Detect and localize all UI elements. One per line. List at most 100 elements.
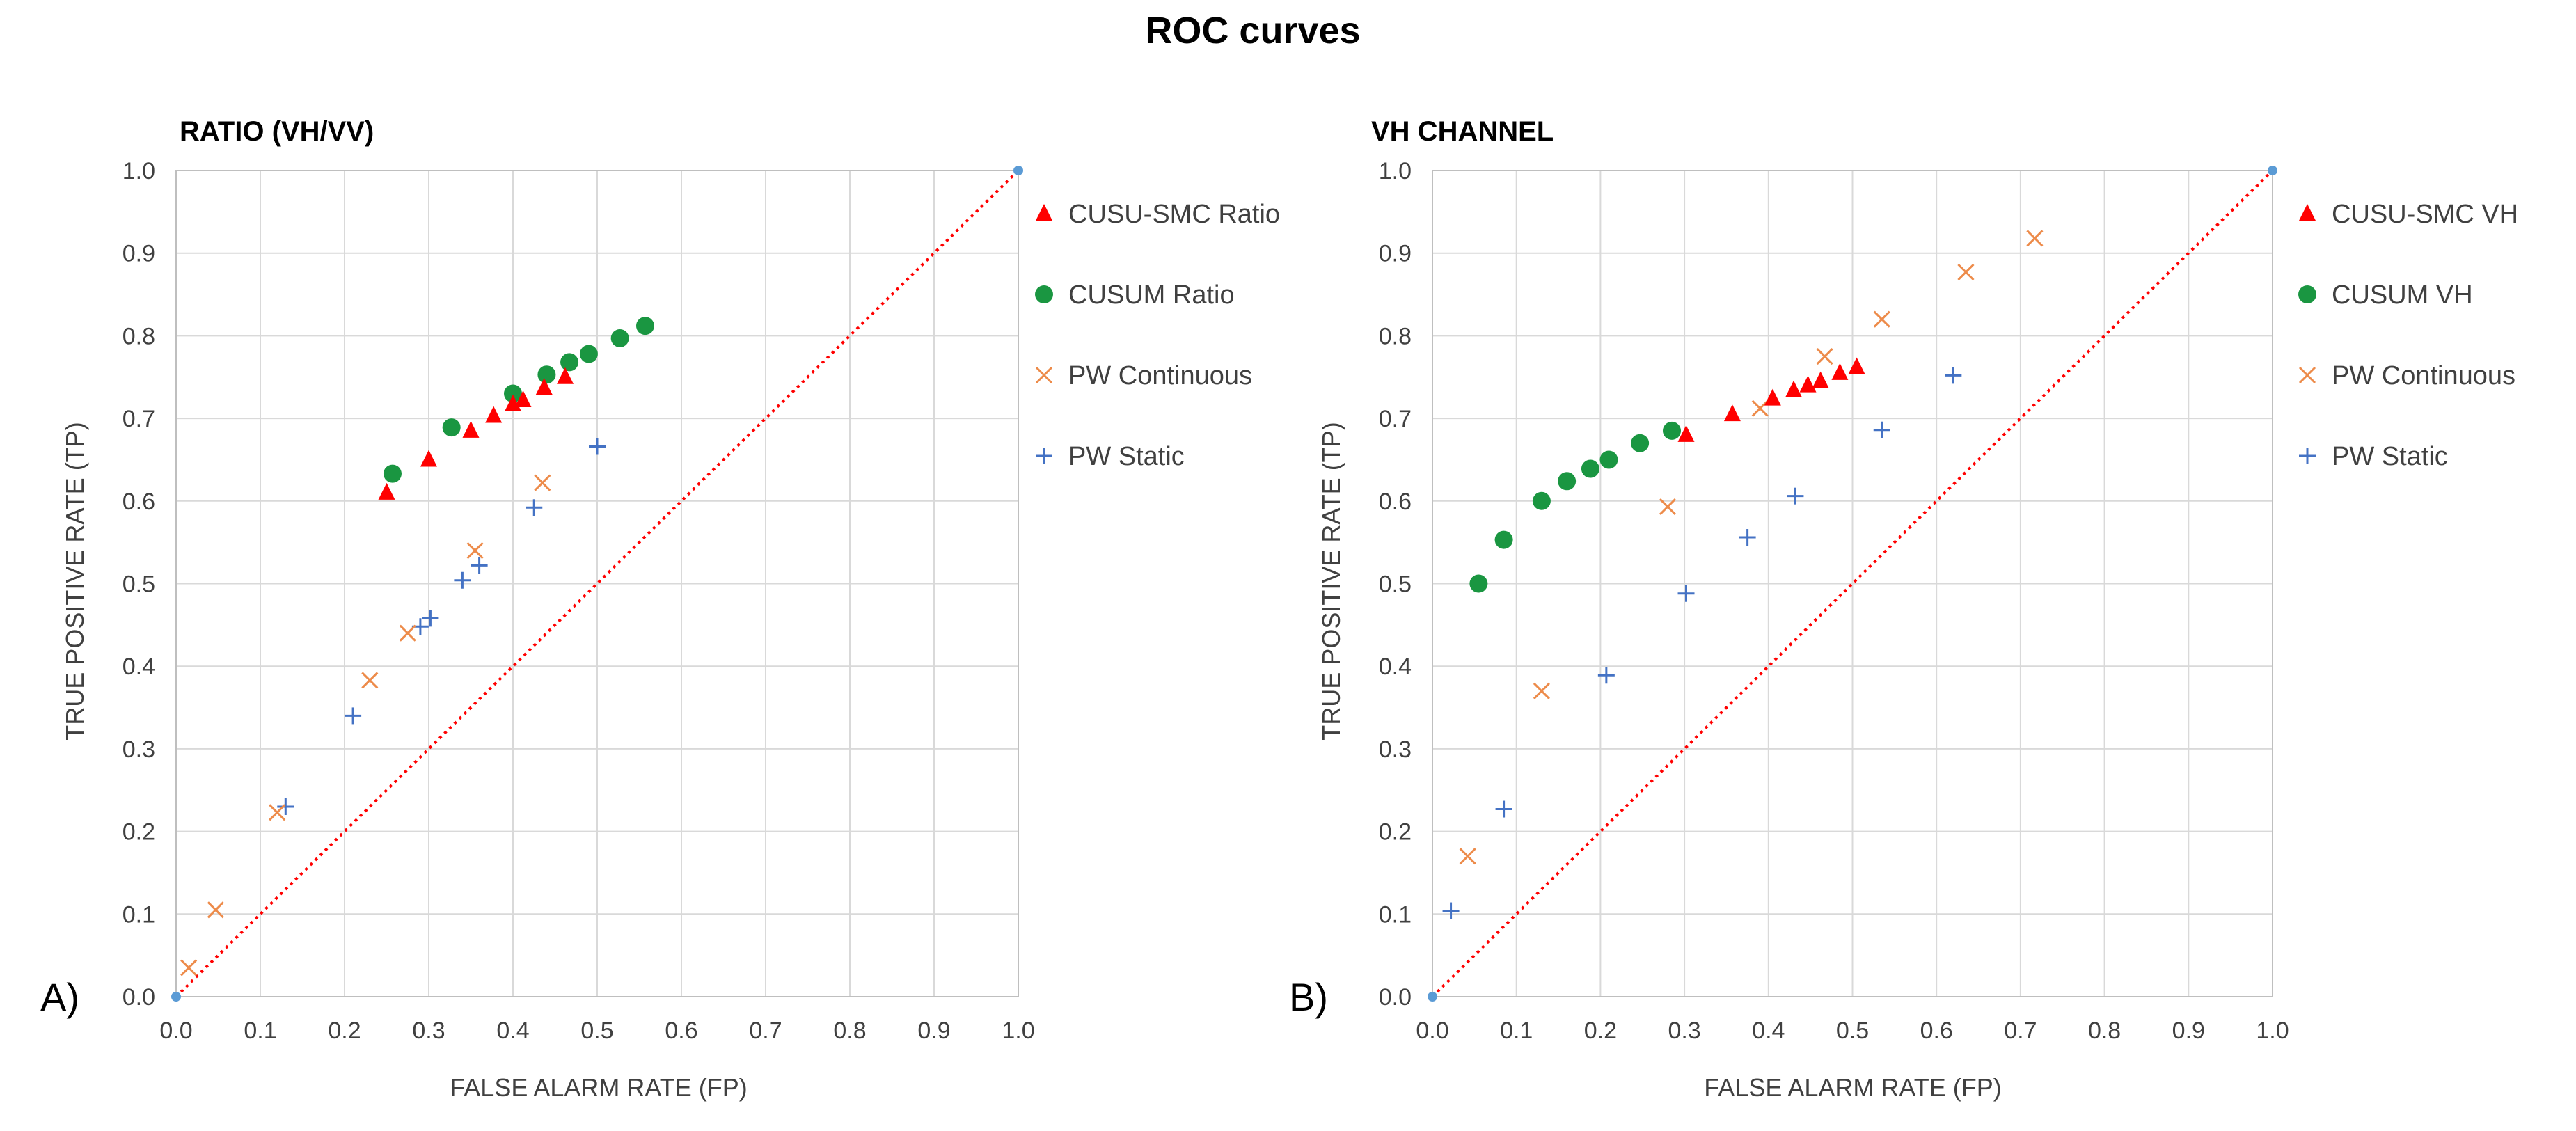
legend-entry: CUSU-SMC VH bbox=[2332, 200, 2518, 229]
data-point-triangle bbox=[1848, 357, 1865, 374]
y-tick-label: 0.5 bbox=[123, 571, 155, 598]
panel-vh-channel: VH CHANNEL B) FALSE ALARM RATE (FP) TRUE… bbox=[1289, 116, 2518, 1102]
y-tick-label: 0.7 bbox=[123, 406, 155, 432]
data-point-x bbox=[1957, 263, 1975, 281]
x-tick-label: 0.2 bbox=[1584, 1018, 1617, 1044]
data-point-x bbox=[361, 672, 379, 689]
data-point-circle bbox=[1494, 530, 1513, 549]
legend-entry: CUSU-SMC Ratio bbox=[1068, 200, 1280, 229]
data-point-x bbox=[2026, 230, 2044, 247]
plot-area: 0.00.0 0.1 0.1 0.2 0.2 0.3 0.3 0.4 0.4 0.5 0.5 0.6 0… bbox=[123, 158, 1035, 1044]
legend-marker-circle bbox=[2298, 285, 2316, 303]
y-tick-label: 0.9 bbox=[1379, 241, 1412, 267]
data-point-circle bbox=[635, 317, 654, 335]
x-tick-label: 0.5 bbox=[580, 1018, 613, 1044]
y-tick-label: 0.4 bbox=[1379, 654, 1412, 680]
data-point-triangle bbox=[514, 390, 532, 407]
x-tick-label: 0.3 bbox=[1668, 1018, 1700, 1044]
plot-area: 0.00.0 0.1 0.1 0.2 0.2 0.3 0.3 0.4 0.4 0.5 0.5 0.6 0… bbox=[1379, 158, 2289, 1044]
data-point-triangle bbox=[557, 367, 574, 384]
data-point-triangle bbox=[1723, 404, 1741, 422]
data-point-x bbox=[1533, 682, 1550, 699]
x-tick-label: 0.4 bbox=[1752, 1018, 1785, 1044]
data-point-plus bbox=[454, 571, 471, 589]
x-tick-label: 0.1 bbox=[244, 1018, 276, 1044]
legend-entry: PW Static bbox=[1068, 442, 1185, 471]
data-point-circle bbox=[1469, 574, 1488, 593]
data-point-circle bbox=[610, 329, 629, 347]
legend-marker-plus bbox=[1036, 448, 1052, 464]
diagonal-endpoint bbox=[1428, 992, 1437, 1002]
data-point-plus bbox=[1442, 902, 1460, 919]
x-tick-label: 0.9 bbox=[2172, 1018, 2205, 1044]
x-tick-label: 0.3 bbox=[412, 1018, 445, 1044]
diagonal-reference-line bbox=[175, 169, 1020, 998]
legend: CUSU-SMC Ratio CUSUM Ratio PW Continuous PW… bbox=[1035, 200, 1280, 471]
data-point-circle bbox=[537, 365, 556, 384]
data-point-x bbox=[1873, 310, 1890, 328]
data-point-plus bbox=[1597, 667, 1615, 684]
data-point-triangle bbox=[1831, 363, 1849, 380]
diagonal-endpoint bbox=[171, 992, 181, 1002]
x-axis-label: FALSE ALARM RATE (FP) bbox=[1704, 1073, 2001, 1102]
x-tick-label: 1.0 bbox=[2256, 1018, 2289, 1044]
data-point-triangle bbox=[535, 378, 553, 395]
data-point-plus bbox=[1945, 367, 1962, 384]
data-point-x bbox=[534, 474, 551, 491]
data-point-x bbox=[1659, 498, 1677, 516]
data-point-circle bbox=[1599, 450, 1618, 469]
data-point-triangle bbox=[1812, 371, 1829, 388]
y-tick-label: 0.2 bbox=[123, 819, 155, 846]
data-point-circle bbox=[1581, 459, 1599, 478]
y-tick-label: 0.0 bbox=[1379, 984, 1412, 1011]
panel-title: VH CHANNEL bbox=[1371, 116, 1554, 147]
y-tick-label: 0.3 bbox=[123, 736, 155, 763]
data-point-circle bbox=[1662, 421, 1681, 440]
diagonal-endpoint bbox=[1013, 166, 1023, 175]
y-tick-label: 1.0 bbox=[123, 158, 155, 184]
x-tick-label: 0.0 bbox=[159, 1018, 192, 1044]
data-point-x bbox=[1816, 348, 1833, 365]
data-point-plus bbox=[1495, 800, 1512, 818]
panel-label: B) bbox=[1289, 975, 1328, 1019]
y-tick-label: 0.3 bbox=[1379, 736, 1412, 763]
data-point-plus bbox=[1873, 421, 1890, 438]
data-point-x bbox=[1459, 848, 1476, 865]
data-point-circle bbox=[1558, 472, 1577, 491]
data-point-plus bbox=[589, 438, 606, 455]
panel-title: RATIO (VH/VV) bbox=[180, 116, 374, 147]
y-tick-label: 0.1 bbox=[1379, 901, 1412, 928]
x-tick-label: 0.7 bbox=[2004, 1018, 2037, 1044]
legend: CUSU-SMC VH CUSUM VH PW Continuous PW Stati… bbox=[2298, 200, 2518, 471]
data-point-circle bbox=[504, 384, 522, 403]
diagonal-endpoint bbox=[2268, 166, 2277, 175]
y-axis-label: TRUE POSITIVE RATE (TP) bbox=[61, 422, 89, 740]
legend-entry: PW Static bbox=[2332, 442, 2448, 471]
y-tick-label: 0.0 bbox=[123, 984, 155, 1011]
data-point-x bbox=[399, 624, 416, 642]
data-point-circle bbox=[579, 345, 598, 363]
y-tick-label: 0.5 bbox=[1379, 571, 1412, 598]
data-point-triangle bbox=[1785, 380, 1803, 397]
y-tick-label: 0.7 bbox=[1379, 406, 1412, 432]
data-point-circle bbox=[1532, 491, 1551, 510]
x-tick-label: 0.9 bbox=[917, 1018, 950, 1044]
legend-entry: CUSUM Ratio bbox=[1068, 280, 1235, 310]
legend-marker-circle bbox=[1035, 285, 1053, 303]
legend-marker-x bbox=[1035, 366, 1053, 384]
legend-entry: PW Continuous bbox=[2332, 361, 2515, 390]
data-point-x bbox=[180, 959, 198, 976]
data-point-plus bbox=[422, 610, 439, 627]
data-point-plus bbox=[277, 798, 294, 815]
data-point-triangle bbox=[1764, 388, 1781, 406]
y-tick-label: 0.6 bbox=[123, 489, 155, 515]
data-point-triangle bbox=[1677, 425, 1695, 442]
legend-entry: PW Continuous bbox=[1068, 361, 1252, 390]
x-tick-label: 0.8 bbox=[833, 1018, 866, 1044]
x-tick-label: 0.2 bbox=[328, 1018, 361, 1044]
x-tick-label: 0.6 bbox=[1920, 1018, 1953, 1044]
panel-ratio: RATIO (VH/VV) A) FALSE ALARM RATE (FP) T… bbox=[40, 116, 1280, 1102]
legend-marker-triangle bbox=[2299, 204, 2316, 221]
legend-marker-plus bbox=[2299, 448, 2316, 464]
